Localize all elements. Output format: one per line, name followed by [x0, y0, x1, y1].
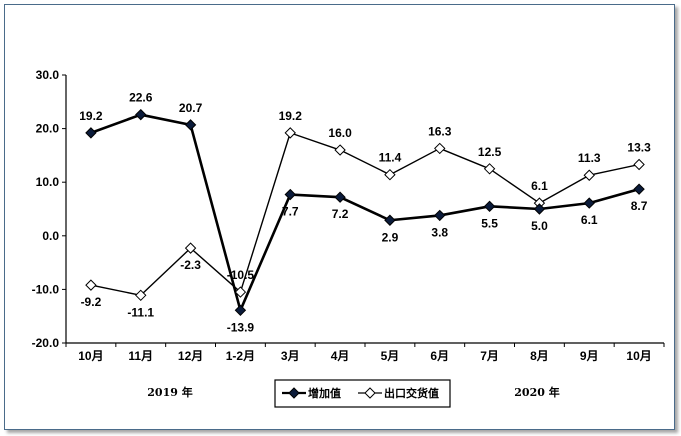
x-tick-label: 9月 — [580, 349, 599, 363]
legend-marker-series-2 — [364, 387, 376, 399]
x-tick-label: 10月 — [78, 349, 103, 363]
series-2-label: 16.3 — [428, 124, 452, 138]
series-line-1 — [90, 113, 640, 312]
x-tick-label: 4月 — [331, 349, 350, 363]
series-2-label: 6.1 — [531, 179, 548, 193]
series-line-2 — [90, 132, 640, 296]
series-1-point — [334, 191, 346, 203]
series-1-point — [284, 188, 296, 201]
legend: 增加值 出口交货值 — [274, 379, 451, 408]
series-1-label: 22.6 — [129, 91, 153, 105]
x-tick-label: 6月 — [430, 349, 449, 363]
series-2-point — [633, 158, 645, 171]
series-1-point — [184, 119, 197, 131]
series-lines — [90, 113, 640, 312]
series-1-label: 8.7 — [631, 199, 648, 213]
x-tick-label: 7月 — [480, 349, 499, 363]
series-1-label: 5.0 — [531, 219, 548, 233]
series-2-point — [334, 144, 346, 156]
series-1-label: 2.9 — [382, 230, 399, 244]
series-2-point — [583, 169, 595, 181]
series-2-label: 11.4 — [379, 151, 402, 165]
series-1-point — [483, 200, 496, 213]
series-2-point — [85, 279, 97, 291]
series-2-point — [483, 163, 496, 175]
group-label-2020: 2020 年 — [514, 385, 559, 399]
y-tick-label: 30.0 — [36, 68, 60, 82]
x-axis-ticks: 10月 11月 12月 1-2月 3月 4月 5月 6月 7月 8月 9月 10月 — [65, 343, 665, 363]
series-1-point — [583, 197, 595, 209]
legend-marker-series-1 — [288, 387, 300, 399]
series-2-point — [284, 127, 296, 139]
x-tick-label: 8月 — [530, 349, 549, 363]
series-1-label: 20.7 — [179, 101, 203, 115]
series-1-point — [633, 183, 645, 195]
series-2-label: 13.3 — [627, 141, 651, 155]
series-1-point — [85, 127, 97, 139]
series-1-label: 3.8 — [431, 225, 448, 239]
x-tick-label: 10月 — [626, 349, 651, 363]
series-2-label: 12.5 — [478, 145, 502, 159]
y-axis-ticks: 30.0 20.0 10.0 0.0 -10.0 -20.0 — [32, 68, 66, 350]
y-tick-label: -20.0 — [32, 336, 60, 350]
series-2-label: -11.1 — [127, 305, 154, 319]
series-2-label: 16.0 — [328, 126, 352, 140]
y-tick-label: 0.0 — [42, 229, 59, 243]
series-1-point — [434, 209, 446, 222]
series-2-label: -10.5 — [227, 268, 255, 282]
series-2-point — [184, 242, 197, 254]
x-tick-label: 1-2月 — [226, 349, 255, 363]
series-1-point — [533, 203, 546, 215]
series-2-label: 11.3 — [578, 151, 601, 165]
series-1-label: 7.2 — [332, 207, 349, 221]
chart-frame — [4, 4, 675, 430]
y-tick-label: 20.0 — [36, 122, 60, 136]
y-tick-label: 10.0 — [36, 175, 60, 189]
data-labels: 19.2 -9.2 22.6 -11.1 20.7 -2.3 -13.9 -10.5 7.7 19… — [79, 91, 651, 335]
group-label-2019: 2019 年 — [147, 385, 192, 399]
series-1-label: 6.1 — [581, 213, 598, 227]
x-tick-label: 5月 — [381, 349, 400, 363]
y-tick-label: -10.0 — [32, 282, 60, 296]
series-2-label: -9.2 — [81, 295, 102, 309]
legend-label-series-1: 增加值 — [308, 386, 341, 400]
series-2-label: 19.2 — [279, 109, 303, 123]
x-tick-label: 3月 — [281, 349, 300, 363]
series-1-label: 19.2 — [79, 109, 103, 123]
series-2-point — [135, 289, 147, 302]
series-1-label: -13.9 — [227, 320, 255, 334]
series-1-label: 7.7 — [282, 205, 299, 219]
series-1-point — [234, 304, 247, 317]
x-tick-label: 12月 — [178, 349, 203, 363]
series-2-point — [434, 142, 446, 155]
x-tick-label: 11月 — [128, 349, 153, 363]
series-2-point — [234, 286, 247, 298]
series-2-point — [384, 168, 396, 181]
series-1-label: 5.5 — [481, 216, 498, 230]
series-2-label: -2.3 — [180, 258, 201, 272]
series-1-point — [384, 214, 396, 226]
legend-label-series-2: 出口交货值 — [384, 386, 439, 400]
series-1-point — [135, 108, 147, 121]
series-markers — [85, 108, 645, 317]
